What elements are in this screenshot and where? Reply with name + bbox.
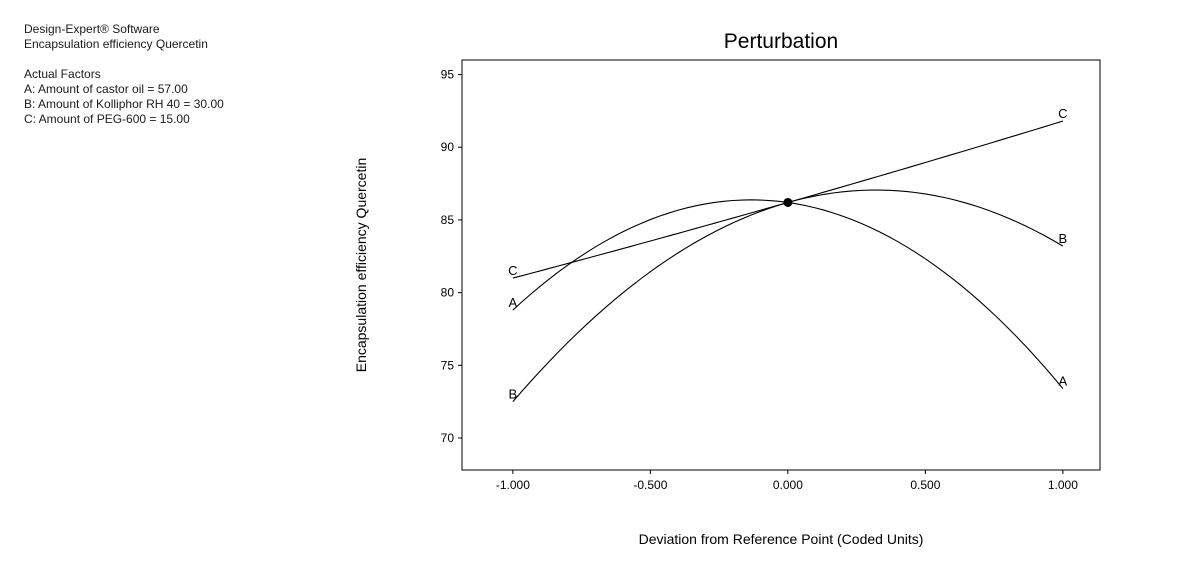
curve-label-C-right: C	[1058, 106, 1067, 121]
plot-border	[461, 59, 1101, 471]
y-tick-label: 85	[441, 213, 455, 227]
software-name: Design-Expert® Software	[24, 22, 160, 36]
x-tick-label: 1.000	[1048, 478, 1078, 492]
y-tick-label: 95	[441, 68, 455, 82]
reference-point-dot	[783, 197, 793, 207]
x-axis-label: Deviation from Reference Point (Coded Un…	[638, 531, 924, 547]
y-tick-label: 80	[441, 286, 455, 300]
curve-label-C-left: C	[508, 263, 517, 278]
curve-B	[512, 189, 1064, 403]
x-tick-label: -0.500	[633, 478, 667, 492]
curve-label-A-left: A	[509, 295, 518, 310]
response-name: Encapsulation efficiency Quercetin	[24, 37, 208, 51]
info-panel: Design-Expert® Software Encapsulation ef…	[24, 22, 224, 127]
x-tick-label: -1.000	[496, 478, 530, 492]
factor-c-value: C: Amount of PEG-600 = 15.00	[24, 112, 190, 126]
perturbation-plot: -1.000 -0.500 0.000 0.500 1.000 70 75 80 85 90 95 A…	[441, 59, 1101, 492]
factor-b-value: B: Amount of Kolliphor RH 40 = 30.00	[24, 97, 224, 111]
factor-a-value: A: Amount of castor oil = 57.00	[24, 82, 188, 96]
x-tick-label: 0.500	[910, 478, 940, 492]
actual-factors-heading: Actual Factors	[24, 67, 101, 81]
chart-title: Perturbation	[723, 30, 839, 53]
y-tick-label: 90	[441, 140, 455, 154]
y-tick-label: 75	[441, 358, 455, 372]
curve-label-B-left: B	[509, 387, 518, 402]
y-tick-label: 70	[441, 431, 455, 445]
curve-label-B-right: B	[1059, 231, 1068, 246]
info-gap	[24, 52, 224, 67]
curve-label-A-right: A	[1059, 374, 1068, 389]
curve-A	[512, 199, 1064, 389]
y-axis-label: Encapsulation efficiency Quercetin	[353, 157, 369, 373]
x-tick-label: 0.000	[773, 478, 803, 492]
